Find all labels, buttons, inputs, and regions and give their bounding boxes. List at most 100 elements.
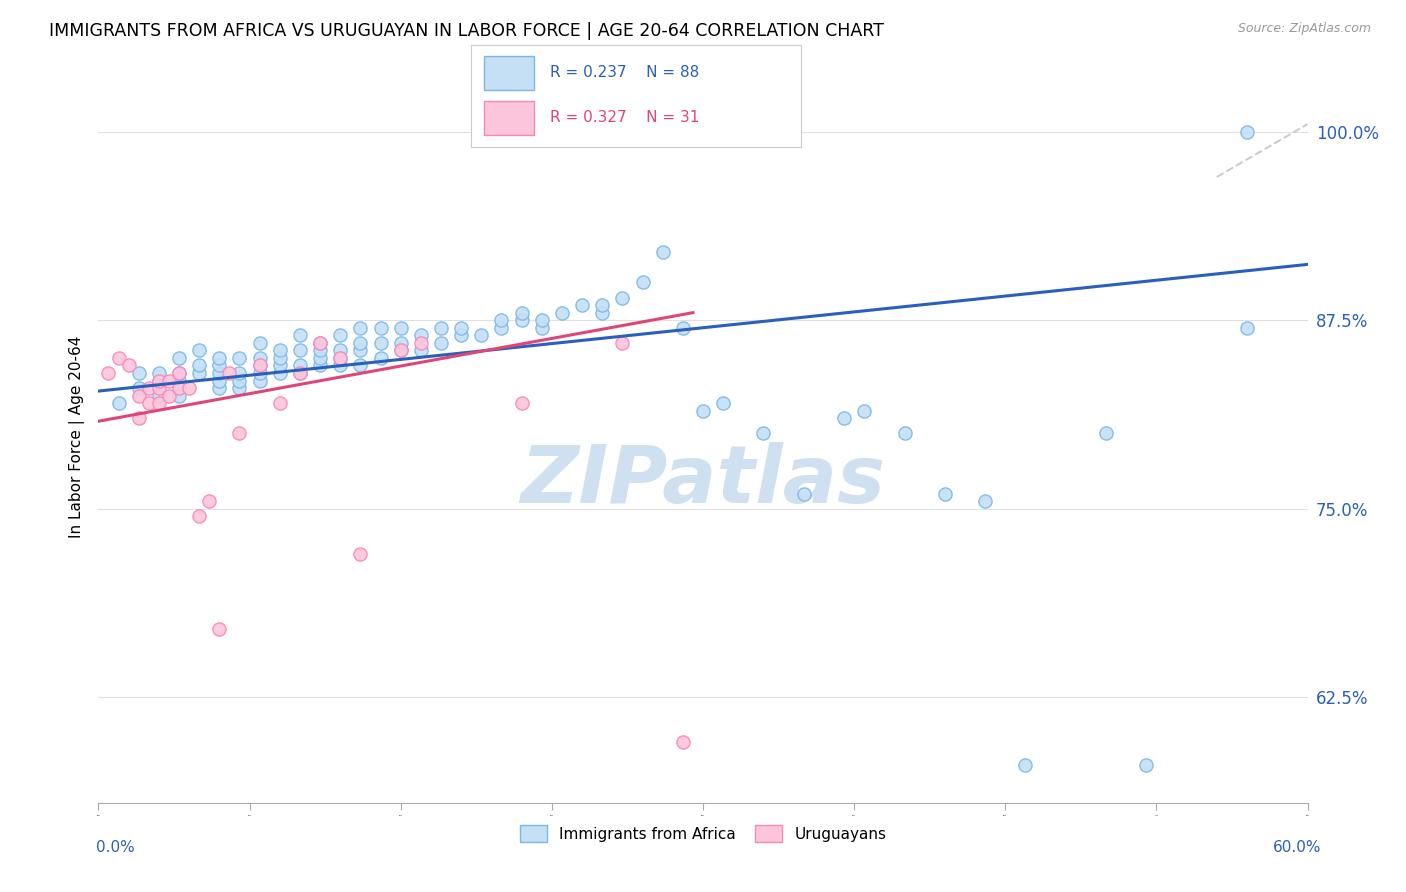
- Point: [97, 366, 120, 380]
- Point: [409, 343, 432, 358]
- Point: [934, 486, 956, 500]
- Point: [148, 366, 170, 380]
- Point: [249, 359, 271, 373]
- Point: [491, 320, 513, 334]
- Point: [1135, 758, 1157, 772]
- Point: [228, 374, 250, 388]
- Point: [148, 381, 170, 395]
- Point: [974, 494, 997, 508]
- Point: [450, 328, 472, 343]
- Point: [228, 426, 250, 441]
- Point: [128, 411, 150, 425]
- Point: [208, 351, 231, 365]
- Point: [269, 366, 291, 380]
- Point: [167, 366, 190, 380]
- Point: [672, 735, 695, 749]
- Point: [349, 343, 371, 358]
- Point: [148, 396, 170, 410]
- Point: [853, 403, 876, 417]
- Point: [510, 306, 533, 320]
- Point: [349, 359, 371, 373]
- FancyBboxPatch shape: [484, 101, 534, 135]
- Point: [309, 335, 332, 350]
- Point: [389, 343, 412, 358]
- Point: [309, 351, 332, 365]
- Point: [1236, 320, 1258, 334]
- Point: [612, 335, 634, 350]
- Point: [1014, 758, 1036, 772]
- Point: [530, 320, 553, 334]
- Point: [148, 374, 170, 388]
- Point: [430, 320, 453, 334]
- Point: [269, 343, 291, 358]
- Point: [329, 343, 352, 358]
- Point: [450, 320, 472, 334]
- Point: [591, 298, 613, 312]
- Point: [188, 509, 211, 524]
- Point: [530, 313, 553, 327]
- Point: [571, 298, 593, 312]
- Text: 0.0%: 0.0%: [96, 840, 135, 855]
- Point: [218, 366, 240, 380]
- Text: Source: ZipAtlas.com: Source: ZipAtlas.com: [1237, 22, 1371, 36]
- Point: [309, 335, 332, 350]
- Point: [148, 374, 170, 388]
- Point: [249, 366, 271, 380]
- Point: [409, 335, 432, 350]
- Point: [309, 343, 332, 358]
- Point: [1236, 125, 1258, 139]
- Point: [470, 328, 492, 343]
- Point: [672, 320, 695, 334]
- Point: [288, 366, 311, 380]
- Point: [349, 320, 371, 334]
- Point: [370, 335, 392, 350]
- Text: ZIPatlas: ZIPatlas: [520, 442, 886, 520]
- Point: [389, 320, 412, 334]
- Point: [288, 343, 311, 358]
- Point: [510, 396, 533, 410]
- Point: [228, 351, 250, 365]
- Point: [188, 366, 211, 380]
- Point: [409, 328, 432, 343]
- Point: [832, 411, 855, 425]
- Point: [612, 291, 634, 305]
- Point: [128, 366, 150, 380]
- Point: [118, 359, 141, 373]
- Point: [329, 351, 352, 365]
- Point: [157, 389, 180, 403]
- Point: [198, 494, 221, 508]
- Point: [148, 389, 170, 403]
- Point: [107, 351, 129, 365]
- Point: [249, 351, 271, 365]
- Point: [329, 351, 352, 365]
- Y-axis label: In Labor Force | Age 20-64: In Labor Force | Age 20-64: [69, 336, 84, 538]
- Point: [269, 396, 291, 410]
- Point: [288, 359, 311, 373]
- Point: [228, 366, 250, 380]
- Text: IMMIGRANTS FROM AFRICA VS URUGUAYAN IN LABOR FORCE | AGE 20-64 CORRELATION CHART: IMMIGRANTS FROM AFRICA VS URUGUAYAN IN L…: [49, 22, 884, 40]
- Point: [228, 381, 250, 395]
- Point: [349, 335, 371, 350]
- Point: [208, 359, 231, 373]
- Point: [329, 359, 352, 373]
- Point: [309, 359, 332, 373]
- Point: [107, 396, 129, 410]
- Text: R = 0.237    N = 88: R = 0.237 N = 88: [550, 65, 700, 80]
- Point: [138, 396, 160, 410]
- Point: [329, 328, 352, 343]
- Point: [752, 426, 775, 441]
- Point: [208, 623, 231, 637]
- Point: [793, 486, 815, 500]
- Point: [370, 320, 392, 334]
- Point: [128, 389, 150, 403]
- Point: [167, 374, 190, 388]
- Point: [389, 335, 412, 350]
- Point: [167, 381, 190, 395]
- Point: [893, 426, 915, 441]
- Point: [551, 306, 574, 320]
- Point: [138, 381, 160, 395]
- Point: [288, 366, 311, 380]
- Point: [208, 381, 231, 395]
- Point: [510, 313, 533, 327]
- Point: [188, 343, 211, 358]
